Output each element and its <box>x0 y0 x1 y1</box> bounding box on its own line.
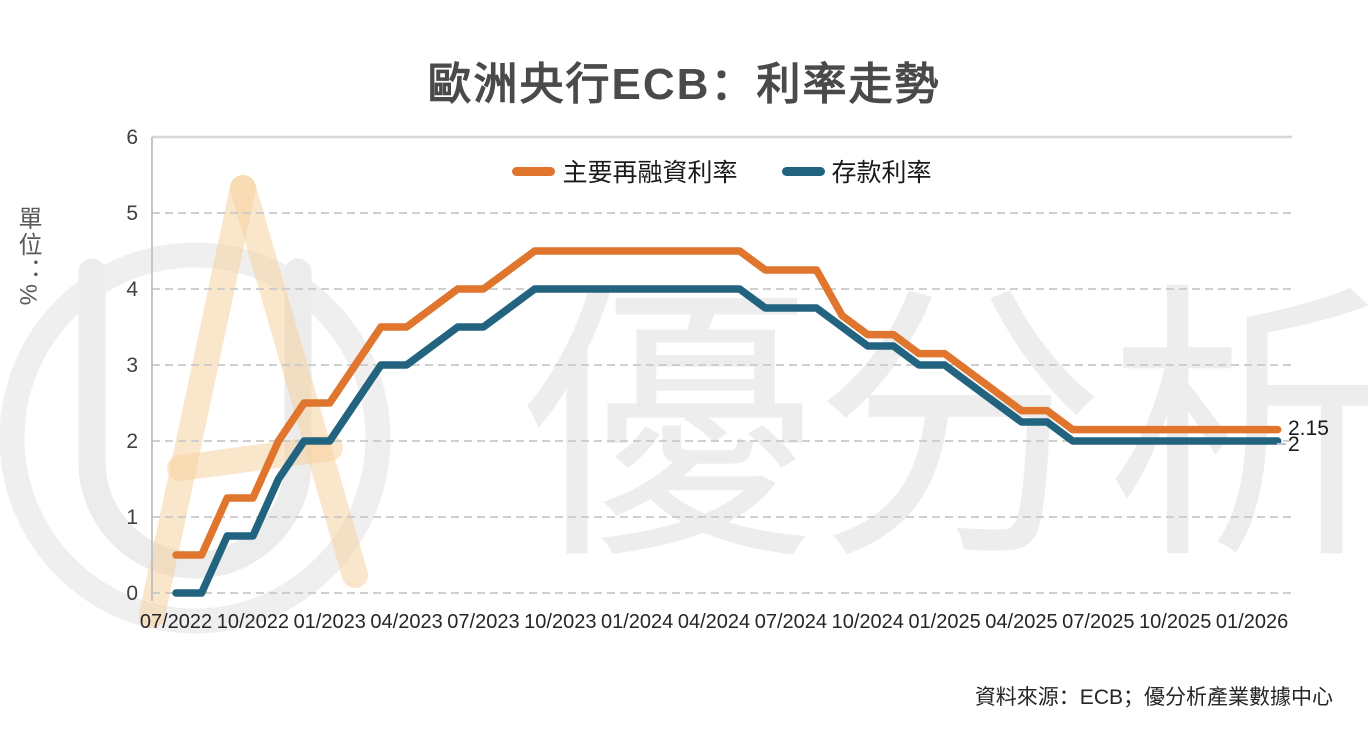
x-tick-label-04-2024: 04/2024 <box>678 611 750 633</box>
x-tick-label-04-2023: 04/2023 <box>370 611 442 633</box>
watermark-circle <box>0 242 391 634</box>
y-tick-label-6: 6 <box>126 126 138 149</box>
end-value-deposit: 2 <box>1288 433 1300 456</box>
watermark-letter-u <box>78 258 312 579</box>
chart-title: 歐洲央行ECB：利率走勢 <box>427 60 941 109</box>
series-line-main-refinancing-rate <box>172 247 1282 559</box>
legend-label-deposit: 存款利率 <box>831 159 932 187</box>
x-tick-label-07-2024: 07/2024 <box>755 611 827 633</box>
y-axis-unit-label: 單位：% <box>14 206 41 308</box>
end-value-main-refinancing: 2.15 <box>1288 417 1329 440</box>
series-line-deposit-rate <box>172 285 1282 597</box>
y-tick-label-3: 3 <box>126 354 138 377</box>
source-note: 資料來源：ECB；優分析產業數據中心 <box>974 686 1333 709</box>
x-tick-label-01-2024: 01/2024 <box>601 611 673 633</box>
x-tick-label-10-2024: 10/2024 <box>832 611 904 633</box>
x-tick-label-10-2022: 10/2022 <box>217 611 289 633</box>
y-tick-label-5: 5 <box>126 202 138 225</box>
x-tick-label-07-2025: 07/2025 <box>1062 611 1134 633</box>
y-tick-label-2: 2 <box>126 430 138 453</box>
legend-item-deposit-rate: 存款利率 <box>781 153 932 189</box>
y-tick-label-4: 4 <box>126 278 138 301</box>
y-tick-label-1: 1 <box>126 506 138 529</box>
watermark-letter-a <box>139 175 368 628</box>
legend-item-main-refinancing-rate: 主要再融資利率 <box>512 153 738 189</box>
deposit-leader-dash <box>1277 443 1286 445</box>
x-tick-label-01-2025: 01/2025 <box>908 611 980 633</box>
y-tick-label-0: 0 <box>126 582 138 605</box>
x-tick-label-10-2025: 10/2025 <box>1139 611 1211 633</box>
legend-label-main-refinancing: 主要再融資利率 <box>562 159 738 187</box>
x-tick-label-07-2022: 07/2022 <box>140 611 212 633</box>
legend-swatch-deposit-icon <box>781 166 825 176</box>
x-tick-label-10-2023: 10/2023 <box>524 611 596 633</box>
x-tick-label-07-2023: 07/2023 <box>447 611 519 633</box>
x-tick-label-01-2026: 01/2026 <box>1216 611 1288 633</box>
x-tick-label-04-2025: 04/2025 <box>985 611 1057 633</box>
chart-legend: 主要再融資利率 存款利率 <box>152 153 1292 189</box>
legend-swatch-main-refinancing-icon <box>512 166 556 176</box>
x-tick-label-01-2023: 01/2023 <box>294 611 366 633</box>
